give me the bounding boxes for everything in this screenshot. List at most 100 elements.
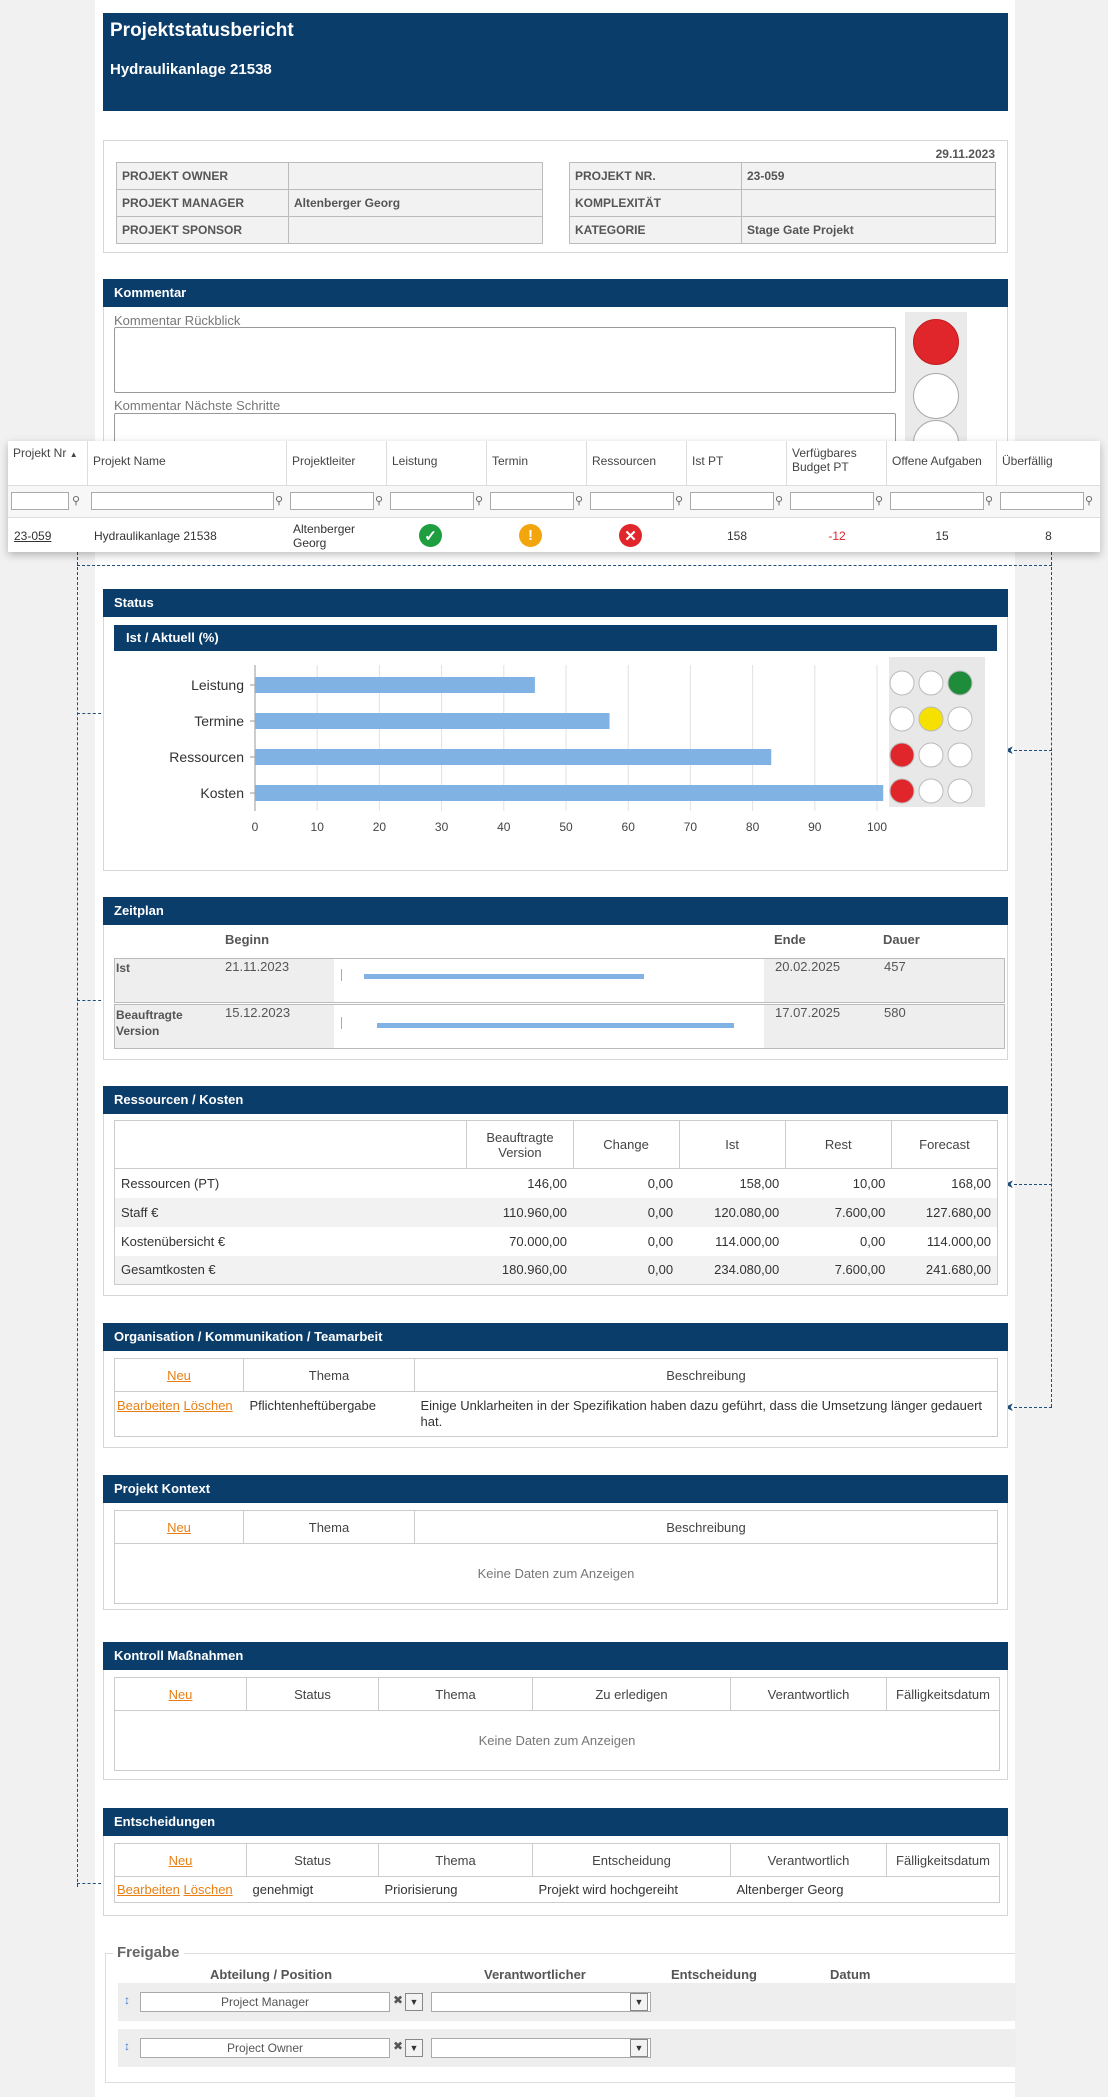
filter-icon[interactable]: ⚲	[985, 495, 994, 507]
clear-icon[interactable]: ✖	[393, 1993, 404, 2007]
col-thema: Thema	[243, 1510, 415, 1544]
filter-icon[interactable]: ⚲	[275, 495, 284, 507]
clear-icon[interactable]: ✖	[393, 2039, 404, 2053]
position-select[interactable]: Project Manager	[140, 1992, 390, 2012]
grid-header-termin[interactable]: Termin	[487, 441, 587, 485]
filter-input[interactable]	[91, 492, 274, 510]
new-button[interactable]: Neu	[168, 1686, 193, 1702]
new-button[interactable]: Neu	[168, 1852, 193, 1868]
filter-input[interactable]	[490, 492, 574, 510]
category-label: Leistung	[191, 677, 244, 693]
grid-header-ueberfaellig[interactable]: Überfällig	[1002, 454, 1053, 468]
sort-asc-icon: ▲	[69, 450, 78, 459]
filter-icon[interactable]: ⚲	[875, 495, 884, 507]
filter-input[interactable]	[1000, 492, 1084, 510]
category-label: Kosten	[200, 785, 244, 801]
verantwortlicher-select[interactable]	[431, 1992, 651, 2012]
empty-message: Keine Daten zum Anzeigen	[478, 1733, 636, 1748]
status-bar-chart: 0 10 20 30 40 50 60 70 80 90 100 Leistung Termine Res…	[169, 657, 985, 834]
filter-icon[interactable]: ⚲	[775, 495, 784, 507]
grid-header-name[interactable]: Projekt Name	[88, 441, 287, 485]
drag-handle-icon[interactable]: ↕	[124, 2039, 130, 2053]
rk-cell: 7.600,00	[785, 1255, 892, 1285]
section-header-status: Status	[103, 589, 1008, 617]
filter-input[interactable]	[790, 492, 874, 510]
status-light	[918, 670, 944, 696]
entscheidungen-table: Neu Status Thema Entscheidung Verantwort…	[114, 1843, 1000, 1903]
filter-icon[interactable]: ⚲	[72, 495, 81, 507]
new-button[interactable]: Neu	[167, 1519, 191, 1535]
grid-header-ist-pt[interactable]: Ist PT	[687, 441, 787, 485]
filter-icon[interactable]: ⚲	[675, 495, 684, 507]
grid-header-offene[interactable]: Offene Aufgaben	[887, 441, 997, 485]
chart-bar	[255, 713, 610, 729]
drag-handle-icon[interactable]: ↕	[124, 1993, 130, 2007]
edit-button[interactable]: Bearbeiten	[117, 1882, 180, 1897]
chevron-down-icon[interactable]: ▼	[630, 1993, 648, 2011]
chart-bar	[255, 785, 884, 801]
row-entscheidung: Projekt wird hochgereiht	[538, 1882, 678, 1897]
grid-cell-leistung: ✓	[419, 519, 442, 552]
col-verantwortlich: Verantwortlich	[730, 1677, 887, 1711]
rk-cell: 0,00	[573, 1197, 680, 1227]
connector-right	[1051, 552, 1052, 1407]
rueckblick-textarea[interactable]	[114, 327, 896, 393]
filter-icon[interactable]: ⚲	[575, 495, 584, 507]
check-icon: ✓	[419, 524, 442, 547]
x-tick-label: 40	[497, 820, 511, 834]
freigabe-col-datum: Datum	[830, 1967, 871, 1982]
chevron-down-icon[interactable]: ▼	[630, 2039, 648, 2057]
chevron-down-icon[interactable]: ▼	[405, 2039, 423, 2057]
delete-button[interactable]: Löschen	[183, 1398, 233, 1413]
row-thema: Priorisierung	[384, 1882, 458, 1897]
report-subtitle: Hydraulikanlage 21538	[110, 61, 272, 78]
filter-icon[interactable]: ⚲	[475, 495, 484, 507]
freigabe-col-verantwortlicher: Verantwortlicher	[484, 1967, 586, 1982]
new-button[interactable]: Neu	[167, 1367, 191, 1383]
status-light	[918, 778, 944, 804]
x-tick-label: 10	[311, 820, 325, 834]
grid-header-budget[interactable]: Verfügbares Budget PT	[787, 441, 887, 485]
filter-input[interactable]	[390, 492, 474, 510]
col-beschreibung: Beschreibung	[414, 1510, 998, 1544]
col-thema: Thema	[378, 1677, 533, 1711]
grid-header-ressourcen[interactable]: Ressourcen	[587, 441, 687, 485]
status-light	[918, 742, 944, 768]
filter-icon[interactable]: ⚲	[1085, 495, 1094, 507]
filter-input[interactable]	[590, 492, 674, 510]
rk-cell: 0,00	[860, 1233, 886, 1249]
grid-cell-nr-link[interactable]: 23-059	[14, 528, 52, 543]
verantwortlicher-select[interactable]	[431, 2038, 651, 2058]
delete-button[interactable]: Löschen	[183, 1882, 233, 1897]
freigabe-row: ↕ Project Manager ✖ ▼ ▼	[118, 1983, 1016, 2021]
chart-bar	[255, 677, 535, 693]
filter-input[interactable]	[890, 492, 984, 510]
filter-icon[interactable]: ⚲	[375, 495, 384, 507]
status-light	[889, 778, 915, 804]
filter-input[interactable]	[11, 492, 69, 510]
gantt-tick	[341, 1017, 342, 1029]
grid-header-nr[interactable]: Projekt Nr ▲	[8, 441, 88, 485]
connector-org-right	[1014, 1407, 1052, 1408]
status-light	[889, 670, 915, 696]
kontroll-table: Neu Status Thema Zu erledigen Verantwort…	[114, 1677, 1000, 1771]
rk-header: Change	[572, 1120, 680, 1169]
position-select[interactable]: Project Owner	[140, 2038, 390, 2058]
status-light	[947, 706, 973, 732]
rk-cell: 241.680,00	[891, 1255, 998, 1285]
filter-input[interactable]	[690, 492, 774, 510]
chart-title: Ist / Aktuell (%)	[114, 625, 997, 651]
status-light	[947, 670, 973, 696]
grid-header-leiter[interactable]: Projektleiter	[287, 441, 387, 485]
traffic-light-red	[913, 319, 959, 365]
zeitplan-col-duration: Dauer	[883, 932, 920, 947]
traffic-light-yellow	[913, 373, 959, 419]
chevron-down-icon[interactable]: ▼	[405, 1993, 423, 2011]
filter-input[interactable]	[290, 492, 374, 510]
category-label: Termine	[194, 713, 244, 729]
col-faelligkeit: Fälligkeitsdatum	[886, 1843, 1000, 1877]
grid-cell-termin: !	[519, 519, 542, 552]
table-row: Bearbeiten Löschen genehmigt Priorisieru…	[115, 1877, 1000, 1903]
grid-header-leistung[interactable]: Leistung	[387, 441, 487, 485]
edit-button[interactable]: Bearbeiten	[117, 1398, 180, 1413]
